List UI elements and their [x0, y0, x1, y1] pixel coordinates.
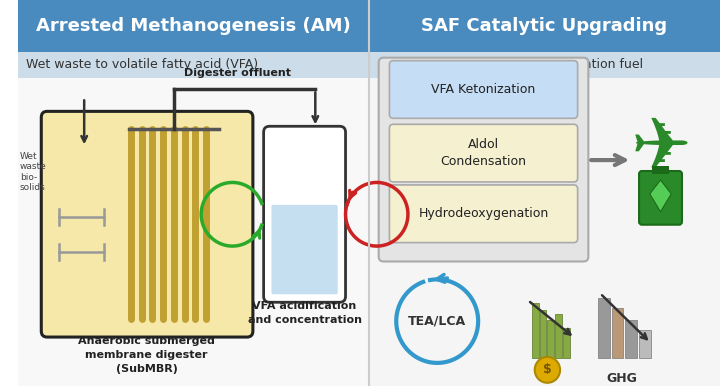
Text: GHG: GHG [606, 372, 637, 385]
Bar [532, 303, 539, 358]
Text: Digester offluent: Digester offluent [184, 68, 291, 78]
Text: TEA/LCA: TEA/LCA [408, 315, 467, 327]
Text: $: $ [543, 364, 552, 376]
Bar [612, 308, 624, 358]
FancyBboxPatch shape [390, 61, 577, 118]
Polygon shape [649, 180, 671, 212]
Bar [369, 52, 720, 78]
Text: VFA to sustainable aviation fuel: VFA to sustainable aviation fuel [446, 58, 643, 71]
Text: Aldol
Condensation: Aldol Condensation [441, 138, 526, 168]
FancyBboxPatch shape [41, 111, 253, 337]
Bar [598, 298, 610, 358]
Bar [369, 78, 720, 386]
Text: Wet waste to volatile fatty acid (VFA): Wet waste to volatile fatty acid (VFA) [26, 58, 258, 71]
Bar [563, 328, 570, 358]
Text: VFA Ketonization: VFA Ketonization [431, 83, 536, 96]
Text: VFA acidification
and concentration: VFA acidification and concentration [248, 301, 361, 325]
Bar [125, 125, 222, 323]
Bar [539, 310, 546, 358]
FancyBboxPatch shape [390, 124, 577, 182]
Bar [639, 330, 651, 358]
Bar [626, 320, 637, 358]
Text: Wet
waste
bio-
solids: Wet waste bio- solids [20, 152, 47, 192]
Bar [18, 0, 369, 52]
FancyBboxPatch shape [264, 126, 346, 302]
Bar [652, 166, 670, 174]
Text: ✈: ✈ [631, 114, 692, 184]
FancyBboxPatch shape [271, 205, 338, 294]
Bar [547, 320, 554, 358]
Circle shape [535, 357, 560, 383]
Text: Arrested Methanogenesis (AM): Arrested Methanogenesis (AM) [36, 17, 351, 35]
Text: Anaerobic submerged
membrane digester
(SubMBR): Anaerobic submerged membrane digester (S… [78, 336, 215, 374]
Bar [369, 0, 720, 52]
Bar [555, 314, 562, 358]
Text: Hydrodeoxygenation: Hydrodeoxygenation [418, 207, 549, 220]
FancyBboxPatch shape [639, 171, 682, 225]
Text: SAF Catalytic Upgrading: SAF Catalytic Upgrading [421, 17, 667, 35]
Bar [18, 52, 369, 78]
Bar [18, 78, 369, 386]
FancyBboxPatch shape [379, 58, 588, 262]
FancyBboxPatch shape [390, 185, 577, 242]
